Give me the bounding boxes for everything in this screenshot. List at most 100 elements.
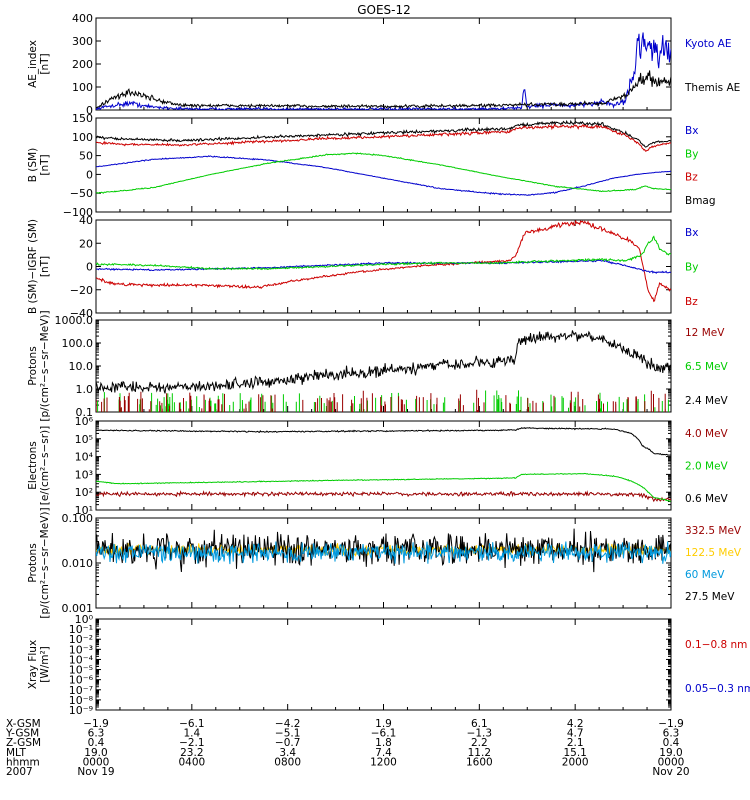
y-axis-unit: [nT] <box>39 53 51 74</box>
x-row-value: 3.4 <box>279 747 296 759</box>
legend-entry: 332.5 MeV <box>685 525 742 537</box>
x-row-label: Y-GSM <box>5 728 39 740</box>
series-2-4-mev <box>96 330 671 394</box>
series-kyoto-ae <box>96 32 671 110</box>
x-row-value: 4.7 <box>567 728 584 740</box>
legend-entry: By <box>685 262 698 274</box>
series-group <box>96 32 671 110</box>
x-row-value: 4.2 <box>567 718 584 730</box>
y-tick-label: 150 <box>72 112 93 125</box>
panel-electrons: 10¹ 10² 10³ 10⁴ 10⁵ 10⁶ Electrons [e/(cm²−s−sr)… <box>27 415 729 517</box>
y-tick-label: 200 <box>72 58 93 71</box>
x-row-value: 0.4 <box>663 737 680 749</box>
legend-entry: 12 MeV <box>685 327 725 339</box>
legend-entry: Bmag <box>685 195 716 207</box>
y-tick-label: 0.1 <box>76 406 94 419</box>
x-row-value: 23.2 <box>180 747 203 759</box>
x-row-value: 15.1 <box>563 747 586 759</box>
series-themis-ae <box>96 70 671 110</box>
x-row-value: −1.9 <box>83 718 109 730</box>
series-2-0-mev <box>96 472 671 502</box>
series-by <box>96 152 671 194</box>
figure-title: GOES-12 <box>357 3 411 17</box>
y-axis-label: Protons <box>27 346 39 385</box>
y-tick-label: 10⁻⁶ <box>69 674 94 687</box>
legend-entry: Bx <box>685 125 698 137</box>
x-row-value: 1200 <box>370 756 397 768</box>
legend-entry: Kyoto AE <box>685 38 731 50</box>
y-tick-label: 0 <box>86 261 93 274</box>
y-axis-unit: [W/m²] <box>39 646 51 683</box>
legend-entry: 2.0 MeV <box>685 461 729 473</box>
panel-hiprotons: 0.001 0.010 0.100 Protons [p/(cm²−s−sr−MeV)]… <box>27 507 742 618</box>
series-bz <box>96 220 671 303</box>
y-tick-label: 10⁻⁸ <box>69 694 94 707</box>
series-group <box>96 528 671 573</box>
y-tick-label: 10⁻⁷ <box>69 684 93 697</box>
x-row-value: 19.0 <box>659 747 682 759</box>
series-by <box>96 235 671 271</box>
y-axis-unit: [p/(cm²−s−sr−MeV)] <box>39 310 51 421</box>
series-bz <box>96 123 671 152</box>
series-group <box>96 220 671 303</box>
y-tick-label: 10⁻³ <box>69 643 93 656</box>
x-row-value: 6.3 <box>663 728 680 740</box>
y-tick-label: 20 <box>79 237 93 250</box>
x-row-value: −6.1 <box>371 728 397 740</box>
y-tick-label: 10⁻² <box>69 633 93 646</box>
series-60-mev <box>96 541 671 565</box>
y-tick-label: 10⁵ <box>75 433 93 446</box>
legend-entry: Bx <box>685 227 698 239</box>
series-bmag <box>96 119 671 148</box>
legend-entry: 0.05−0.3 nm <box>685 683 750 695</box>
panel-frame <box>95 618 672 711</box>
series-0-6-mev <box>96 426 671 456</box>
x-row-value: 1.4 <box>183 728 200 740</box>
y-tick-label: 300 <box>72 35 93 48</box>
panel-protons: 0.1 1.0 10.0 100.0 1000.0 Protons [p/(cm²−s−sr… <box>27 310 729 421</box>
x-row-value: 7.4 <box>375 747 392 759</box>
legend-entry: 60 MeV <box>685 569 725 581</box>
y-axis-unit: [nT] <box>39 256 51 277</box>
y-tick-label: 10⁴ <box>75 451 94 464</box>
x-row-label: 2007 <box>6 766 33 778</box>
x-row-value: 2000 <box>562 756 589 768</box>
y-tick-label: 10⁰ <box>75 613 94 626</box>
y-tick-label: 0 <box>86 168 93 181</box>
y-axis-unit: [nT] <box>39 154 51 175</box>
x-row-label: Z-GSM <box>6 737 41 749</box>
y-tick-label: 10⁻¹ <box>69 623 93 636</box>
x-row-label: MLT <box>6 747 26 759</box>
series-27-5-mev <box>96 528 671 573</box>
series-group <box>96 119 671 196</box>
y-tick-label: 10² <box>75 486 93 499</box>
y-tick-label: 100 <box>72 131 93 144</box>
x-row-value: 1600 <box>466 756 493 768</box>
y-tick-label: 10⁻⁵ <box>69 664 93 677</box>
y-tick-label: 40 <box>79 214 93 227</box>
y-axis-label: B (SM) <box>27 148 39 182</box>
x-row-value: 11.2 <box>468 747 491 759</box>
y-tick-label: 10.0 <box>69 360 94 373</box>
x-row-value: 6.3 <box>88 728 105 740</box>
x-row-value: 0800 <box>274 756 301 768</box>
x-row-value: 1.8 <box>375 737 392 749</box>
x-row-label: hhmm <box>6 756 40 768</box>
x-row-value: 0400 <box>178 756 205 768</box>
y-tick-label: −100 <box>63 206 93 219</box>
x-row-value: 0000 <box>658 756 685 768</box>
y-axis-label: B (SM)−IGRF (SM) <box>27 219 39 314</box>
y-tick-label: 100.0 <box>62 337 94 350</box>
panel-bsm: −100 −50 0 50 100 150 B (SM) [nT] Bx By Bz Bmag <box>27 112 716 219</box>
y-tick-label: 50 <box>79 150 93 163</box>
panel-frame <box>95 17 672 111</box>
y-tick-label: 10³ <box>75 468 93 481</box>
series-12-mev <box>96 389 666 412</box>
panel-frame <box>95 420 672 511</box>
x-row-value: 6.1 <box>471 718 488 730</box>
y-axis-label: Electrons <box>27 441 39 490</box>
x-row-value: −6.1 <box>179 718 205 730</box>
x-row-value: −5.1 <box>275 728 301 740</box>
